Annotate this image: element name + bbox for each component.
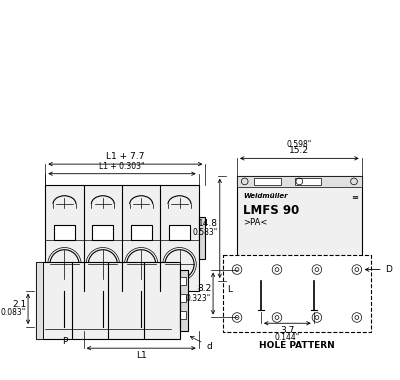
Text: 0.144": 0.144" bbox=[275, 333, 300, 342]
Bar bbox=[45, 185, 199, 291]
Circle shape bbox=[178, 326, 181, 329]
Text: 8.2: 8.2 bbox=[197, 284, 211, 293]
Bar bbox=[36, 262, 180, 339]
Bar bbox=[237, 269, 362, 281]
Bar bbox=[180, 277, 186, 285]
Text: 0.598": 0.598" bbox=[287, 140, 312, 149]
Text: D: D bbox=[365, 265, 392, 274]
Text: P: P bbox=[62, 337, 67, 346]
Bar bbox=[131, 225, 152, 239]
Bar bbox=[180, 311, 186, 319]
Text: d: d bbox=[190, 336, 212, 351]
Bar bbox=[92, 225, 113, 239]
Bar bbox=[180, 269, 188, 331]
Bar bbox=[254, 271, 281, 279]
Bar bbox=[223, 255, 371, 332]
Text: L1 + 7.7: L1 + 7.7 bbox=[106, 152, 144, 161]
Text: 0.083": 0.083" bbox=[1, 308, 26, 317]
Bar bbox=[199, 217, 205, 259]
Bar bbox=[294, 271, 321, 279]
Text: HOLE PATTERN: HOLE PATTERN bbox=[259, 342, 335, 350]
Bar bbox=[254, 177, 281, 185]
Text: LMFS 90: LMFS 90 bbox=[243, 204, 299, 217]
Text: >PA<: >PA< bbox=[243, 218, 267, 227]
Circle shape bbox=[140, 326, 143, 329]
Text: 0.323": 0.323" bbox=[186, 294, 211, 303]
Text: 3.7: 3.7 bbox=[280, 326, 294, 335]
Bar bbox=[294, 177, 321, 185]
Bar bbox=[237, 176, 362, 187]
Bar bbox=[169, 225, 190, 239]
Text: Weidmüller: Weidmüller bbox=[243, 193, 288, 199]
Circle shape bbox=[101, 326, 104, 329]
Bar bbox=[54, 225, 75, 239]
Text: 0.583": 0.583" bbox=[193, 228, 218, 237]
Bar bbox=[237, 176, 362, 281]
Text: L1 + 0.303": L1 + 0.303" bbox=[99, 162, 145, 171]
Text: 15.2: 15.2 bbox=[289, 146, 309, 155]
Text: L: L bbox=[227, 285, 232, 294]
Text: L1: L1 bbox=[136, 351, 146, 360]
Text: 14.8: 14.8 bbox=[198, 219, 218, 228]
Text: 2.1: 2.1 bbox=[12, 299, 26, 309]
Text: ≡: ≡ bbox=[351, 193, 358, 202]
Bar bbox=[180, 294, 186, 302]
Bar bbox=[36, 262, 43, 339]
Circle shape bbox=[63, 326, 66, 329]
